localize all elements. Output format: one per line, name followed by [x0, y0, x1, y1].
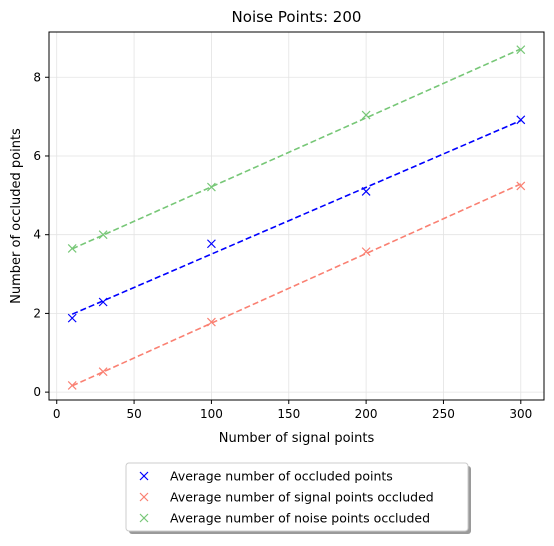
marker-stroke — [67, 244, 77, 253]
data-point-series-2 — [516, 45, 526, 55]
x-axis-label: Number of signal points — [219, 431, 375, 446]
y-tick-label: 2 — [33, 306, 41, 320]
chart-title: Noise Points: 200 — [232, 8, 362, 26]
marker-stroke — [98, 230, 108, 240]
legend-label: Average number of occluded points — [170, 469, 393, 484]
legend-marker-2 — [139, 513, 149, 523]
y-axis-label: Number of occluded points — [9, 128, 24, 304]
marker-stroke — [139, 492, 149, 502]
legend-box — [125, 462, 469, 532]
marker-stroke — [361, 247, 371, 257]
data-point-series-2 — [98, 230, 108, 240]
data-point-series-0 — [516, 115, 526, 125]
plot-frame — [48, 31, 545, 401]
fit-lines — [71, 48, 522, 387]
data-point-series-2 — [67, 244, 77, 253]
data-markers — [67, 45, 526, 390]
data-point-series-1 — [516, 181, 526, 191]
fit-line-series-1 — [71, 183, 522, 387]
legend-marker-1 — [139, 492, 149, 502]
data-point-series-2 — [206, 182, 216, 192]
marker-stroke — [98, 297, 108, 307]
marker-stroke — [206, 317, 216, 327]
marker-stroke — [516, 181, 526, 191]
legend-marker-0 — [139, 471, 149, 481]
x-tick-label: 150 — [277, 407, 300, 421]
data-point-series-1 — [98, 367, 108, 377]
marker-stroke — [516, 45, 526, 55]
legend: Average number of occluded points Average… — [125, 462, 471, 534]
marker-stroke — [516, 115, 526, 125]
data-point-series-1 — [67, 381, 77, 390]
y-tick-label: 8 — [33, 70, 41, 84]
y-tick-label: 0 — [33, 385, 41, 399]
fit-line-series-0 — [71, 119, 522, 315]
marker-stroke — [98, 367, 108, 377]
legend-label: Average number of signal points occluded — [170, 490, 434, 505]
marker-stroke — [139, 513, 149, 523]
data-point-series-0 — [98, 297, 108, 307]
data-point-series-0 — [361, 186, 371, 196]
data-point-series-1 — [361, 247, 371, 257]
marker-stroke — [67, 313, 77, 323]
axis-ticks: 0 50 100 150 200 250 300 0 2 4 6 8 — [33, 70, 532, 421]
x-tick-label: 250 — [432, 407, 455, 421]
fit-line-series-2 — [71, 48, 522, 250]
data-point-series-2 — [361, 110, 371, 120]
marker-stroke — [206, 239, 216, 249]
data-point-series-1 — [206, 317, 216, 327]
marker-stroke — [67, 381, 77, 390]
marker-stroke — [361, 186, 371, 196]
marker-stroke — [206, 182, 216, 192]
legend-label: Average number of noise points occluded — [170, 511, 430, 526]
marker-stroke — [361, 110, 371, 120]
y-tick-label: 6 — [33, 149, 41, 163]
x-tick-label: 50 — [126, 407, 141, 421]
x-tick-label: 300 — [509, 407, 532, 421]
y-tick-label: 4 — [33, 228, 41, 242]
marker-stroke — [139, 471, 149, 481]
data-point-series-0 — [67, 313, 77, 323]
grid — [49, 32, 544, 400]
x-tick-label: 0 — [53, 407, 61, 421]
data-point-series-0 — [206, 239, 216, 249]
x-tick-label: 100 — [200, 407, 223, 421]
x-tick-label: 200 — [355, 407, 378, 421]
